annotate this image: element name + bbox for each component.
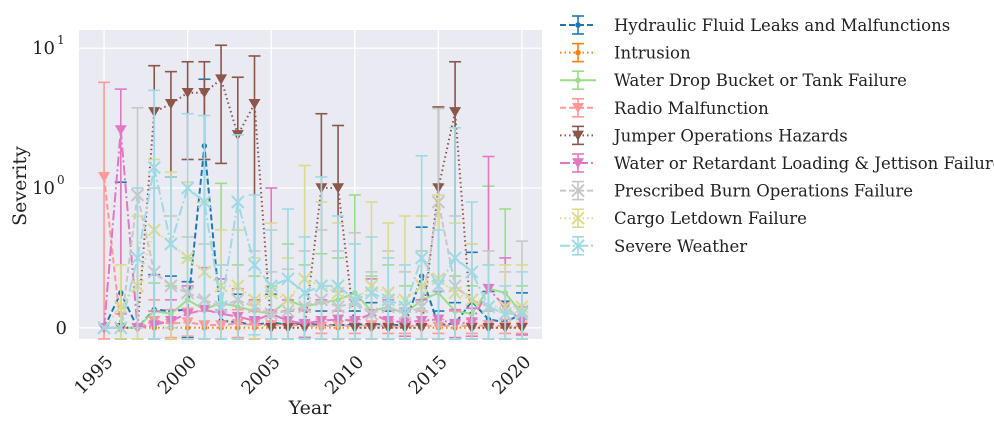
data-point bbox=[248, 99, 261, 110]
data-point bbox=[114, 125, 127, 136]
legend-label: Intrusion bbox=[614, 44, 691, 63]
series-line bbox=[104, 167, 522, 329]
series-line bbox=[104, 194, 523, 329]
data-point bbox=[448, 251, 462, 265]
data-point bbox=[198, 87, 211, 99]
y-axis-label: Severity bbox=[9, 146, 31, 226]
legend-marker bbox=[571, 211, 585, 225]
data-point bbox=[97, 321, 111, 335]
data-point bbox=[164, 237, 178, 251]
series-line bbox=[103, 176, 522, 329]
data-point bbox=[364, 286, 379, 300]
legend-marker bbox=[575, 49, 581, 56]
legend-entry: Severe Weather bbox=[560, 236, 747, 256]
x-tick-label: 1995 bbox=[70, 352, 117, 399]
legend-label: Hydraulic Fluid Leaks and Malfunctions bbox=[614, 16, 950, 35]
data-point bbox=[314, 279, 329, 293]
legend-label: Jumper Operations Hazards bbox=[612, 126, 848, 145]
data-point bbox=[381, 293, 395, 307]
data-point bbox=[114, 300, 128, 314]
legend-marker bbox=[572, 103, 584, 114]
data-point bbox=[164, 99, 177, 110]
legend-entry: Jumper Operations Hazards bbox=[560, 125, 848, 145]
legend-label: Radio Malfunction bbox=[614, 99, 769, 118]
series-layer bbox=[97, 44, 529, 340]
legend-label: Severe Weather bbox=[614, 237, 747, 256]
data-point bbox=[214, 300, 228, 314]
data-point bbox=[281, 272, 295, 286]
x-axis-label: Year bbox=[288, 397, 332, 419]
legend-marker bbox=[571, 183, 585, 198]
legend-entry: Radio Malfunction bbox=[560, 98, 769, 118]
legend-entry: Prescribed Burn Operations Failure bbox=[560, 180, 913, 201]
series-line bbox=[104, 77, 522, 329]
legend-label: Cargo Letdown Failure bbox=[614, 209, 807, 228]
legend: Hydraulic Fluid Leaks and Malfunctions In… bbox=[560, 15, 994, 256]
legend-marker bbox=[575, 77, 581, 83]
x-ticks: 1995 2000 2005 2010 2015 2020 bbox=[70, 352, 535, 399]
y-tick-exponent: 1 bbox=[57, 33, 65, 47]
data-point bbox=[231, 195, 245, 209]
legend-label: Water Drop Bucket or Tank Failure bbox=[614, 71, 907, 90]
legend-marker bbox=[571, 239, 585, 253]
series-line bbox=[104, 287, 523, 329]
legend-entry: Cargo Letdown Failure bbox=[560, 208, 807, 228]
data-point bbox=[181, 87, 194, 99]
legend-marker bbox=[572, 130, 584, 141]
data-point bbox=[515, 307, 529, 321]
data-point bbox=[180, 181, 195, 195]
data-point bbox=[449, 107, 462, 118]
data-point bbox=[247, 258, 262, 272]
data-point bbox=[264, 279, 278, 293]
data-point bbox=[398, 300, 412, 314]
legend-entry: Water or Retardant Loading & Jettison Fa… bbox=[560, 153, 994, 173]
data-point bbox=[414, 251, 429, 265]
data-point bbox=[331, 279, 345, 293]
data-point bbox=[114, 321, 128, 335]
legend-entry: Water Drop Bucket or Tank Failure bbox=[560, 70, 907, 90]
data-point bbox=[98, 172, 111, 183]
data-point bbox=[348, 293, 362, 307]
y-tick-label: 0 bbox=[56, 318, 67, 339]
data-point bbox=[431, 279, 446, 293]
series-8 bbox=[97, 89, 529, 340]
legend-label: Water or Retardant Loading & Jettison Fa… bbox=[614, 154, 994, 173]
x-tick-label: 2000 bbox=[154, 352, 201, 399]
y-tick-label: 10 bbox=[32, 38, 55, 59]
x-tick-label: 2015 bbox=[405, 352, 452, 399]
data-point bbox=[465, 265, 479, 279]
x-tick-label: 2020 bbox=[488, 352, 535, 399]
legend-marker bbox=[575, 22, 581, 28]
legend-entry: Intrusion bbox=[560, 42, 691, 63]
data-point bbox=[498, 307, 512, 321]
data-point bbox=[297, 286, 312, 300]
y-tick-exponent: 0 bbox=[57, 173, 65, 187]
data-point bbox=[130, 251, 145, 265]
y-tick-label: 10 bbox=[32, 178, 55, 199]
legend-entry: Hydraulic Fluid Leaks and Malfunctions bbox=[560, 15, 950, 35]
data-point bbox=[197, 195, 212, 209]
x-tick-label: 2010 bbox=[321, 352, 368, 399]
legend-label: Prescribed Burn Operations Failure bbox=[614, 182, 913, 201]
data-point bbox=[215, 74, 228, 85]
error-bars bbox=[131, 89, 528, 340]
data-point bbox=[147, 160, 161, 175]
data-point bbox=[481, 300, 496, 314]
legend-marker bbox=[572, 158, 584, 169]
data-point bbox=[332, 183, 345, 194]
x-tick-label: 2005 bbox=[237, 352, 284, 399]
